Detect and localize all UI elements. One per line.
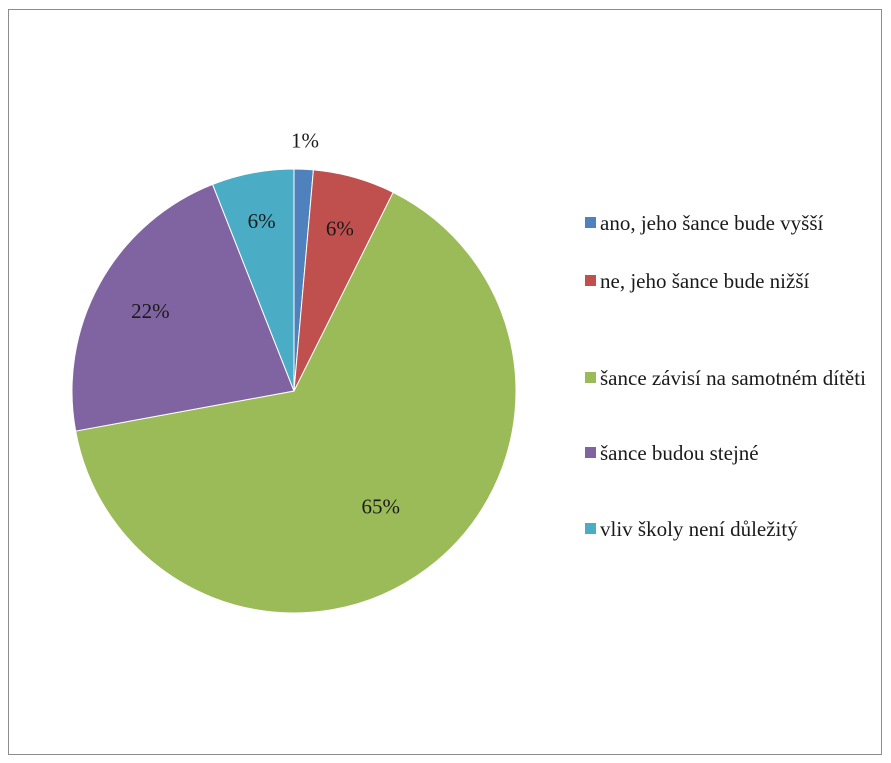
legend-swatch-vliv xyxy=(585,523,596,534)
legend-item-ne: ne, jeho šance bude nižší xyxy=(585,268,875,294)
data-label-vliv: 6% xyxy=(248,209,276,233)
legend-label-zavisi: šance závisí na samotném dítěti xyxy=(600,366,866,390)
data-label-ne: 6% xyxy=(326,217,354,241)
legend-item-zavisi: šance závisí na samotném dítěti xyxy=(585,365,875,391)
legend-label-stejne: šance budou stejné xyxy=(600,441,759,465)
legend-swatch-ano xyxy=(585,217,596,228)
pie-data-labels: 1% 6% 65% 22% 6% xyxy=(131,128,400,518)
legend-swatch-ne xyxy=(585,275,596,286)
legend-item-vliv: vliv školy není důležitý xyxy=(585,516,875,542)
data-label-stejne: 22% xyxy=(131,299,170,323)
legend-label-ne: ne, jeho šance bude nižší xyxy=(600,269,810,293)
legend-label-vliv: vliv školy není důležitý xyxy=(600,517,798,541)
slice-zavisi xyxy=(75,191,517,614)
legend-swatch-stejne xyxy=(585,447,596,458)
legend-item-stejne: šance budou stejné xyxy=(585,440,875,466)
data-label-ano: 1% xyxy=(291,128,319,152)
legend-label-ano: ano, jeho šance bude vyšší xyxy=(600,211,824,235)
legend-item-ano: ano, jeho šance bude vyšší xyxy=(585,210,875,236)
slice-stejne xyxy=(71,183,295,432)
slice-vliv xyxy=(211,168,295,392)
legend-swatch-zavisi xyxy=(585,372,596,383)
pie-slices xyxy=(71,168,517,614)
data-label-zavisi: 65% xyxy=(361,494,400,518)
